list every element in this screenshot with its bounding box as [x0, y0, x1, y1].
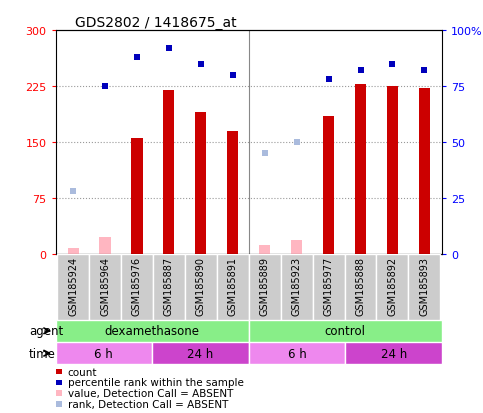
Text: GSM185923: GSM185923: [292, 256, 302, 315]
Bar: [217, 254, 249, 320]
Text: dexamethasone: dexamethasone: [105, 325, 199, 337]
Text: rank, Detection Call = ABSENT: rank, Detection Call = ABSENT: [68, 399, 228, 409]
Bar: [249, 342, 345, 364]
Bar: [345, 342, 442, 364]
Text: GSM185924: GSM185924: [68, 256, 78, 315]
Text: GSM185890: GSM185890: [196, 256, 206, 315]
Text: GSM185891: GSM185891: [228, 256, 238, 315]
Text: control: control: [325, 325, 366, 337]
Bar: [344, 254, 376, 320]
Text: GSM185889: GSM185889: [260, 256, 270, 315]
Bar: [249, 254, 281, 320]
Bar: [323, 116, 334, 254]
Text: 24 h: 24 h: [187, 347, 213, 360]
Bar: [291, 241, 302, 254]
Text: 24 h: 24 h: [381, 347, 407, 360]
Bar: [355, 85, 366, 254]
Bar: [68, 248, 79, 254]
Text: 6 h: 6 h: [288, 347, 306, 360]
Bar: [227, 131, 239, 254]
Bar: [195, 113, 206, 254]
Bar: [259, 245, 270, 254]
Text: percentile rank within the sample: percentile rank within the sample: [68, 377, 243, 387]
Bar: [56, 320, 249, 342]
Text: GSM185977: GSM185977: [324, 256, 334, 315]
Bar: [56, 342, 152, 364]
Text: GSM185964: GSM185964: [100, 256, 110, 315]
Bar: [89, 254, 121, 320]
Bar: [313, 254, 344, 320]
Text: GSM185888: GSM185888: [355, 256, 366, 315]
Bar: [163, 90, 174, 254]
Text: count: count: [68, 367, 97, 377]
Text: GSM185893: GSM185893: [419, 256, 429, 315]
Bar: [153, 254, 185, 320]
Bar: [419, 89, 430, 254]
Text: 6 h: 6 h: [95, 347, 113, 360]
Bar: [57, 254, 89, 320]
Bar: [376, 254, 409, 320]
Text: value, Detection Call = ABSENT: value, Detection Call = ABSENT: [68, 388, 233, 398]
Bar: [99, 237, 111, 254]
Text: GSM185892: GSM185892: [387, 256, 398, 315]
Text: GSM185887: GSM185887: [164, 256, 174, 315]
Bar: [152, 342, 249, 364]
Bar: [409, 254, 440, 320]
Bar: [281, 254, 313, 320]
Text: GDS2802 / 1418675_at: GDS2802 / 1418675_at: [75, 16, 237, 30]
Bar: [131, 139, 142, 254]
Text: GSM185976: GSM185976: [132, 256, 142, 315]
Bar: [185, 254, 217, 320]
Text: time: time: [29, 347, 56, 360]
Bar: [387, 87, 398, 254]
Bar: [121, 254, 153, 320]
Bar: [249, 320, 442, 342]
Text: agent: agent: [29, 325, 63, 337]
